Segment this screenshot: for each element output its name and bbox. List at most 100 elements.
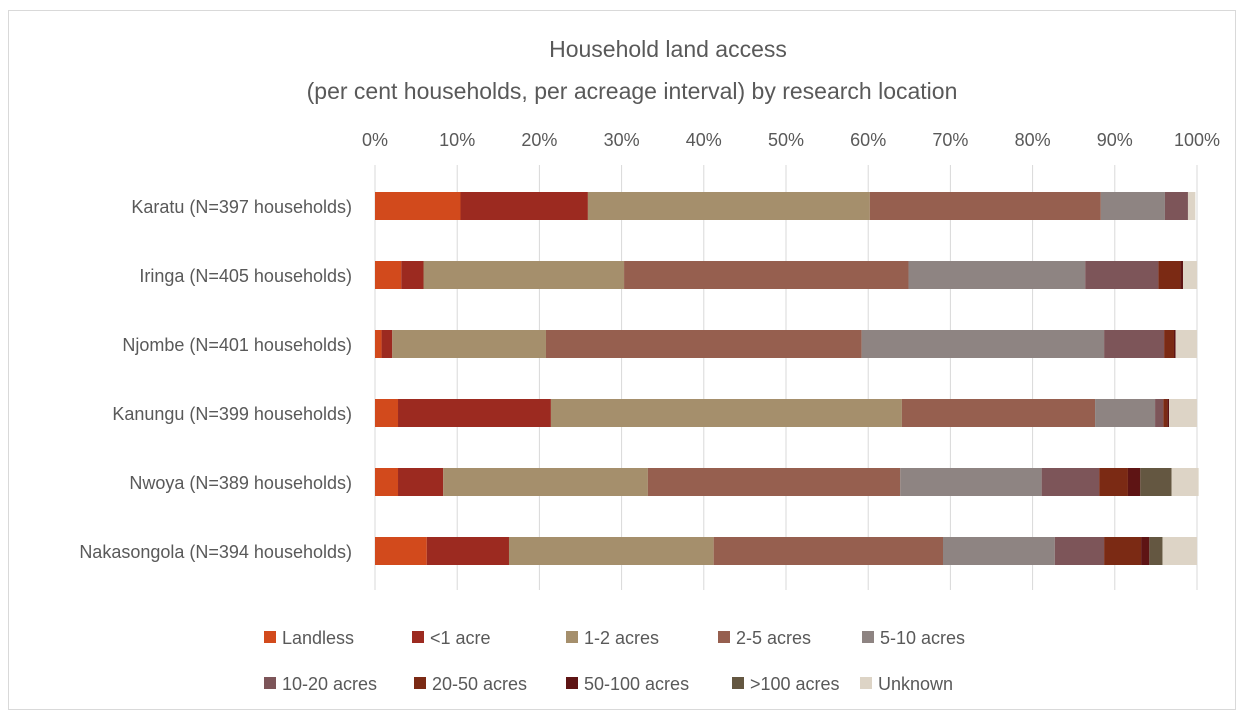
bar-segment	[460, 192, 587, 220]
x-tick-label: 30%	[604, 130, 640, 150]
bar-segment	[1085, 261, 1158, 289]
legend-item: <1 acre	[412, 628, 491, 648]
x-tick-label: 80%	[1015, 130, 1051, 150]
legend-label: 1-2 acres	[584, 628, 659, 648]
bar-segment	[1155, 399, 1163, 427]
x-tick-label: 90%	[1097, 130, 1133, 150]
legend-swatch	[862, 631, 874, 643]
bar-segment	[1104, 537, 1141, 565]
category-label: Nwoya (N=389 households)	[129, 473, 352, 493]
bar-segment	[509, 537, 714, 565]
legend: Landless <1 acre 1-2 acres 2-5 acres 5-10 ac…	[264, 628, 965, 694]
y-axis-category-labels: Karatu (N=397 households) Iringa (N=405 h…	[79, 197, 352, 562]
legend-item: 5-10 acres	[862, 628, 965, 648]
legend-swatch	[264, 631, 276, 643]
bar-segment	[382, 330, 393, 358]
legend-item: Unknown	[860, 674, 953, 694]
legend-item: 1-2 acres	[566, 628, 659, 648]
bar-segment	[443, 468, 648, 496]
bar-segment	[1042, 468, 1100, 496]
legend-label: >100 acres	[750, 674, 840, 694]
bar-segment	[1099, 468, 1128, 496]
bar-segment	[375, 399, 398, 427]
bar-segment	[427, 537, 509, 565]
bar-segment	[588, 192, 870, 220]
bar-segment	[1174, 330, 1176, 358]
legend-swatch	[718, 631, 730, 643]
bar-segment	[714, 537, 943, 565]
gridlines	[375, 165, 1197, 590]
legend-item: >100 acres	[732, 674, 840, 694]
bar-segment	[392, 330, 546, 358]
bar-segment	[902, 399, 1095, 427]
bar-segment	[1181, 261, 1183, 289]
x-tick-label: 60%	[850, 130, 886, 150]
bars	[375, 192, 1199, 565]
chart-title: Household land access	[549, 36, 787, 62]
legend-swatch	[860, 677, 872, 689]
bar-segment	[943, 537, 1055, 565]
legend-label: 10-20 acres	[282, 674, 377, 694]
bar-segment	[1095, 399, 1155, 427]
category-label: Iringa (N=405 households)	[139, 266, 352, 286]
bar-segment	[1158, 261, 1180, 289]
bar-segment	[546, 330, 862, 358]
bar-segment	[375, 537, 427, 565]
legend-swatch	[414, 677, 426, 689]
legend-item: Landless	[264, 628, 354, 648]
x-tick-label: 10%	[439, 130, 475, 150]
bar-segment	[375, 330, 382, 358]
bar-segment	[398, 399, 551, 427]
bar-segment	[1169, 399, 1197, 427]
x-tick-label: 70%	[932, 130, 968, 150]
legend-item: 10-20 acres	[264, 674, 377, 694]
x-tick-label: 0%	[362, 130, 388, 150]
x-tick-label: 20%	[521, 130, 557, 150]
bar-segment	[1149, 537, 1162, 565]
legend-item: 2-5 acres	[718, 628, 811, 648]
bar-segment	[1101, 192, 1165, 220]
bar-segment	[1165, 192, 1188, 220]
legend-swatch	[264, 677, 276, 689]
bar-segment	[870, 192, 1101, 220]
bar-segment	[1141, 537, 1149, 565]
category-label: Kanungu (N=399 households)	[112, 404, 352, 424]
x-tick-label: 50%	[768, 130, 804, 150]
bar-segment	[1055, 537, 1104, 565]
bar-segment	[1167, 399, 1169, 427]
bar-segment	[1162, 537, 1197, 565]
x-axis-tick-labels: 0% 10% 20% 30% 40% 50% 60% 70% 80% 90% 100%	[362, 130, 1220, 150]
bar-segment	[648, 468, 900, 496]
bar-segment	[551, 399, 902, 427]
legend-swatch	[566, 631, 578, 643]
legend-label: 5-10 acres	[880, 628, 965, 648]
legend-label: 20-50 acres	[432, 674, 527, 694]
legend-swatch	[732, 677, 744, 689]
bar-segment	[1188, 192, 1195, 220]
legend-label: 2-5 acres	[736, 628, 811, 648]
bar-segment	[1163, 399, 1167, 427]
category-label: Njombe (N=401 households)	[122, 335, 352, 355]
bar-segment	[375, 192, 460, 220]
bar-segment	[398, 468, 443, 496]
bar-segment	[1104, 330, 1164, 358]
bar-segment	[862, 330, 1104, 358]
category-label: Karatu (N=397 households)	[131, 197, 352, 217]
bar-segment	[900, 468, 1041, 496]
legend-label: <1 acre	[430, 628, 491, 648]
legend-item: 20-50 acres	[414, 674, 527, 694]
legend-swatch	[412, 631, 424, 643]
bar-segment	[375, 468, 398, 496]
x-tick-label: 40%	[686, 130, 722, 150]
legend-label: Landless	[282, 628, 354, 648]
bar-segment	[1128, 468, 1140, 496]
bar-segment	[401, 261, 423, 289]
legend-swatch	[566, 677, 578, 689]
bar-segment	[908, 261, 1085, 289]
bar-segment	[1183, 261, 1197, 289]
bar-segment	[1172, 468, 1199, 496]
bar-segment	[375, 261, 401, 289]
bar-segment	[1176, 330, 1197, 358]
bar-segment	[1140, 468, 1171, 496]
